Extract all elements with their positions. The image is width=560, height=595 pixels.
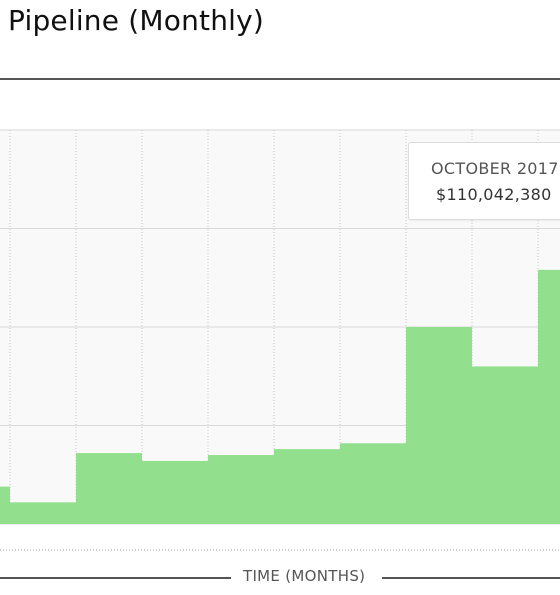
bar-series: [0, 269, 560, 524]
x-axis-rule-right: [382, 577, 560, 579]
page-title: Pipeline (Monthly): [8, 4, 265, 37]
bar-0[interactable]: [0, 486, 10, 524]
x-axis-label: TIME (MONTHS): [243, 567, 366, 585]
bar-3[interactable]: [142, 460, 208, 524]
bar-6[interactable]: [340, 443, 406, 524]
bar-8[interactable]: [472, 366, 538, 524]
tooltip-value: $110,042,380: [436, 185, 552, 204]
bar-2[interactable]: [76, 453, 142, 524]
bar-1[interactable]: [10, 502, 76, 524]
bar-4[interactable]: [208, 455, 274, 524]
title-divider: [0, 78, 560, 80]
x-axis-rule-left: [0, 577, 231, 579]
chart-tooltip: OCTOBER 2017 $110,042,380: [408, 142, 560, 220]
bar-9[interactable]: [538, 269, 560, 524]
tooltip-month: OCTOBER 2017: [431, 159, 559, 178]
bar-5[interactable]: [274, 449, 340, 524]
bar-7[interactable]: [406, 327, 472, 524]
